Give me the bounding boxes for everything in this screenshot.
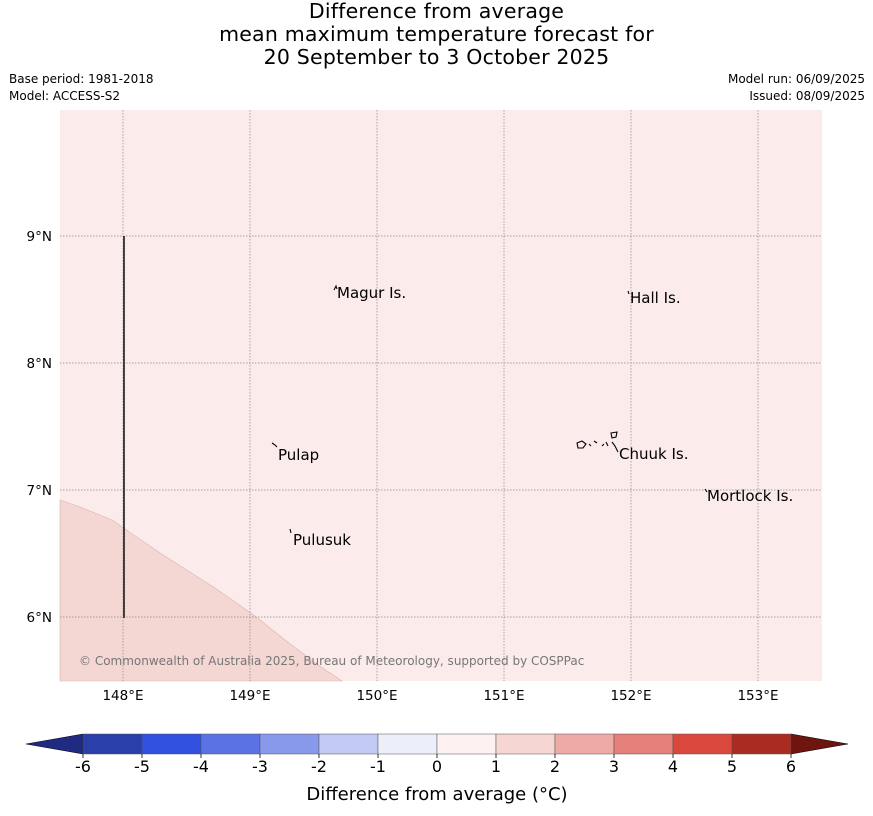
colorbar-tick-label: 1 (491, 757, 501, 776)
lon-label-149e: 149°E (229, 688, 270, 704)
lat-label-8n: 8°N (27, 356, 52, 372)
colorbar-bin (377, 733, 438, 755)
colorbar-tick-label: 4 (668, 757, 678, 776)
island-mortlock (704, 488, 708, 493)
colorbar-bin (613, 733, 674, 755)
colorbar-bin (318, 733, 379, 755)
place-label-magur: Magur Is. (337, 284, 406, 302)
colorbar-tick-label: 2 (550, 757, 560, 776)
lon-label-148e: 148°E (102, 688, 143, 704)
meta-right: Model run: 06/09/2025 Issued: 08/09/2025 (728, 71, 865, 105)
colorbar-extend-over (790, 733, 849, 755)
map-panel: Magur Is. Hall Is. Pulap Chuuk Is. Mortl… (59, 110, 822, 682)
colorbar-tick-label: 0 (432, 757, 442, 776)
colorbar-bin (495, 733, 556, 755)
colorbar-bin (82, 733, 143, 755)
base-period: Base period: 1981-2018 (9, 72, 154, 86)
model-name: Model: ACCESS-S2 (9, 89, 121, 103)
chart-title: Difference from average mean maximum tem… (0, 0, 873, 69)
place-label-pulusuk: Pulusuk (293, 531, 351, 549)
colorbar-bin (731, 733, 792, 755)
colorbar-bin (200, 733, 261, 755)
colorbar-tick-label: -6 (75, 757, 91, 776)
island-pulusuk (289, 528, 292, 534)
issued-date: Issued: 08/09/2025 (749, 89, 865, 103)
place-label-pulap: Pulap (278, 446, 319, 464)
colorbar-bin (436, 733, 497, 755)
colorbar-label: Difference from average (°C) (306, 784, 567, 805)
graticule (60, 110, 822, 681)
lon-label-153e: 153°E (737, 688, 778, 704)
place-label-chuuk: Chuuk Is. (619, 445, 688, 463)
colorbar-tick-label: -2 (311, 757, 327, 776)
title-line-2: mean maximum temperature forecast for (219, 22, 654, 46)
place-label-hall: Hall Is. (630, 289, 681, 307)
colorbar-tick-label: 5 (727, 757, 737, 776)
colorbar-tick-label: -1 (370, 757, 386, 776)
island-pulap (271, 442, 278, 448)
colorbar-tick-label: -5 (134, 757, 150, 776)
latitude-labels: 9°N 8°N 7°N 6°N (27, 229, 52, 626)
lat-label-9n: 9°N (27, 229, 52, 245)
island-chuuk (576, 431, 619, 453)
island-hall (627, 290, 630, 295)
colorbar-tick-label: -3 (252, 757, 268, 776)
meta-left: Base period: 1981-2018 Model: ACCESS-S2 (9, 71, 154, 105)
lat-label-7n: 7°N (27, 483, 52, 499)
island-outlines (271, 284, 708, 534)
copyright-notice: © Commonwealth of Australia 2025, Bureau… (79, 654, 584, 668)
colorbar-extend-under (25, 733, 84, 755)
colorbar-bin (141, 733, 202, 755)
longitude-labels: 148°E 149°E 150°E 151°E 152°E 153°E (102, 688, 778, 704)
model-run: Model run: 06/09/2025 (727, 72, 865, 86)
lon-label-152e: 152°E (610, 688, 651, 704)
warm-anomaly-region (59, 499, 343, 682)
title-line-1: Difference from average (308, 0, 565, 23)
place-label-mortlock: Mortlock Is. (707, 487, 793, 505)
colorbar-tick-label: 6 (786, 757, 796, 776)
colorbar-bin (672, 733, 733, 755)
lon-label-151e: 151°E (483, 688, 524, 704)
island-magur (333, 284, 338, 291)
colorbar-bin (259, 733, 320, 755)
lon-label-150e: 150°E (356, 688, 397, 704)
title-line-3: 20 September to 3 October 2025 (263, 45, 610, 69)
colorbar-bin (554, 733, 615, 755)
colorbar: -6 -5 -4 -3 -2 -1 0 1 2 3 4 5 6 (25, 733, 849, 776)
colorbar-tick-label: 3 (609, 757, 619, 776)
colorbar-tick-label: -4 (193, 757, 209, 776)
lat-label-6n: 6°N (27, 610, 52, 626)
